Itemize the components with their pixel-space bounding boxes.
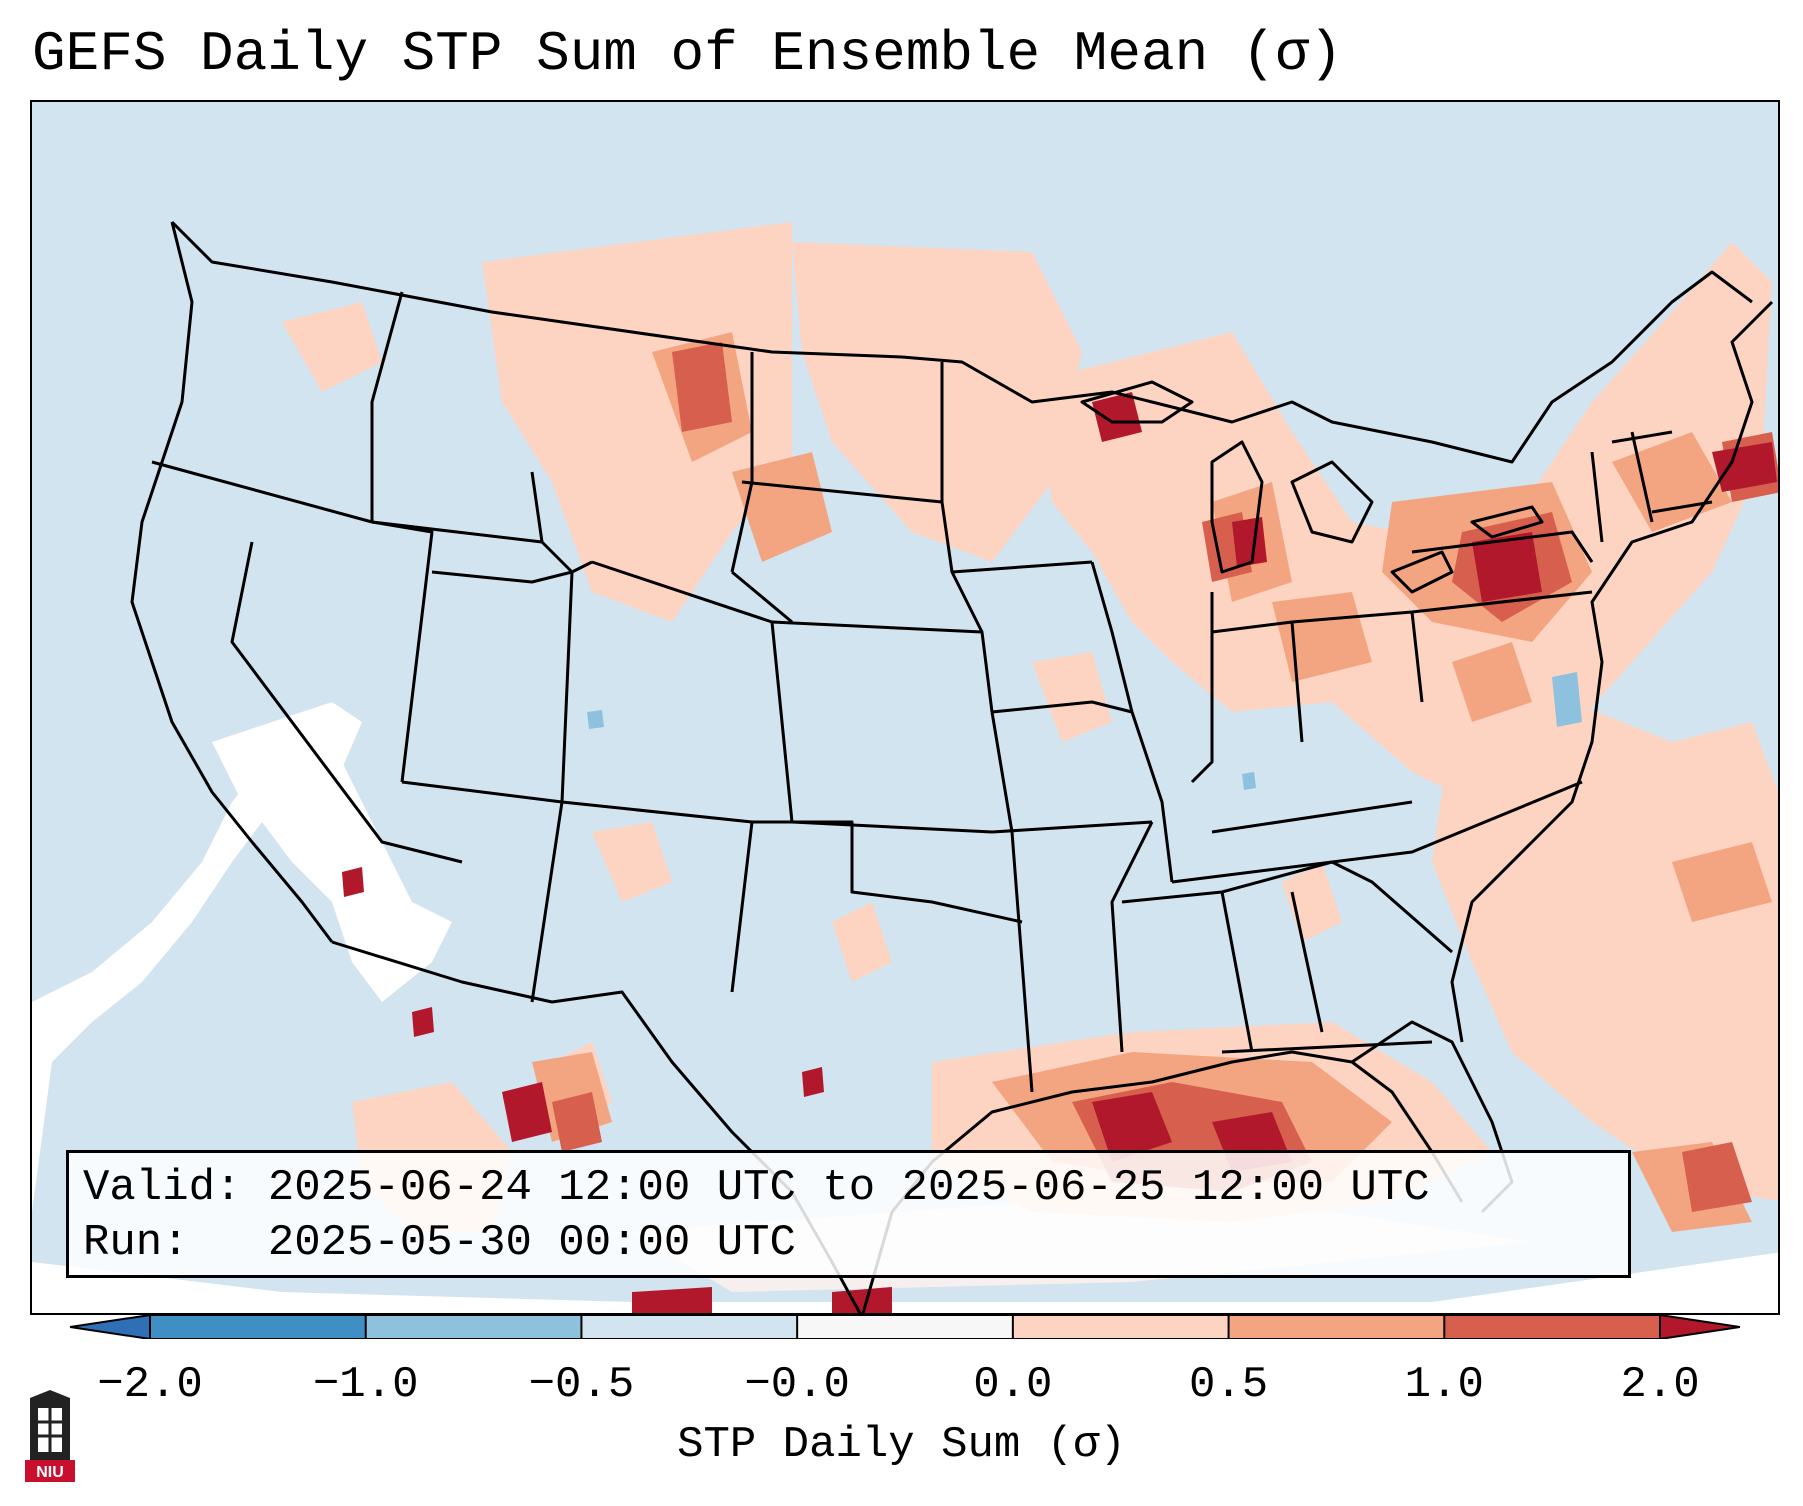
valid-label: Valid: <box>83 1163 242 1213</box>
colorbar-segment <box>1444 1315 1661 1339</box>
run-label: Run: <box>83 1218 189 1268</box>
colorbar-tick-label: −0.5 <box>528 1360 635 1410</box>
colorbar-segment <box>365 1315 582 1339</box>
colorbar-tick-label: −1.0 <box>312 1360 419 1410</box>
colorbar-segment <box>1228 1315 1445 1339</box>
colorbar-segment <box>1012 1315 1230 1339</box>
colorbar <box>70 1315 1740 1339</box>
boundaries <box>130 220 1774 1313</box>
run-time: 2025-05-30 00:00 UTC <box>267 1218 796 1268</box>
colorbar-tick-label: 0.5 <box>1188 1360 1269 1410</box>
colorbar-tick-label: 2.0 <box>1620 1360 1700 1410</box>
chart-title: GEFS Daily STP Sum of Ensemble Mean (σ) <box>32 22 1343 86</box>
colorbar-segment <box>150 1315 367 1339</box>
colorbar-tick-label: 0.0 <box>973 1360 1053 1410</box>
colorbar-segment <box>797 1315 1014 1339</box>
colorbar-segment <box>581 1315 798 1339</box>
map-svg <box>32 220 1778 1313</box>
colorbar-extend-high <box>1660 1315 1740 1339</box>
colorbar-label: STP Daily Sum (σ) <box>677 1420 1126 1470</box>
university-tower-icon: NIU <box>25 1390 75 1482</box>
colorbar-extend-low <box>70 1315 150 1339</box>
map-panel <box>30 100 1780 1315</box>
colorbar-tick-label: 1.0 <box>1404 1360 1484 1410</box>
logo-text: NIU <box>36 1464 64 1481</box>
valid-run-info-box: Valid: 2025-06-24 12:00 UTC to 2025-06-2… <box>66 1150 1631 1278</box>
colorbar-tick-label: −2.0 <box>97 1360 203 1410</box>
anomaly-negative <box>587 672 1582 790</box>
valid-time: 2025-06-24 12:00 UTC to 2025-06-25 12:00… <box>267 1163 1430 1213</box>
colorbar-tick-label: −0.0 <box>744 1360 850 1410</box>
